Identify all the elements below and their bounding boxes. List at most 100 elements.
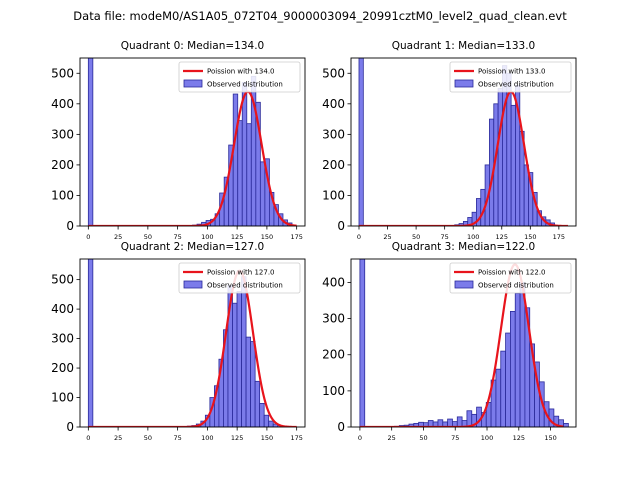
x-tick-label: 150: [524, 233, 536, 241]
histogram-bar: [232, 302, 238, 427]
histogram-bar: [241, 82, 248, 226]
y-tick-label: 300: [322, 127, 345, 141]
x-tick-label: 50: [144, 434, 152, 442]
legend-box: [178, 61, 301, 93]
y-tick-label: 0: [66, 420, 74, 434]
poisson-curve: [358, 90, 569, 226]
x-tick-label: 125: [513, 434, 525, 442]
histogram-bar: [358, 58, 364, 226]
legend-box: [449, 262, 572, 294]
x-tick-label: 25: [114, 434, 122, 442]
histogram-bar: [232, 93, 239, 226]
x-tick-label: 75: [451, 434, 459, 442]
y-tick-label: 500: [51, 273, 74, 287]
x-tick-label: 125: [231, 434, 243, 442]
histogram-bar: [87, 259, 94, 427]
histogram-bar: [519, 282, 526, 427]
chart-title: Quadrant 2: Median=127.0: [121, 241, 264, 253]
histogram-bar: [87, 58, 94, 226]
histogram-bar: [456, 416, 463, 427]
chart-panels: Quadrant 0: Median=134.0 0 25 50 75 100 125 150…: [51, 40, 577, 442]
chart-panel-0: Quadrant 0: Median=134.0 0 25 50 75 100 125 150…: [51, 40, 306, 241]
y-tick-label: 0: [337, 420, 345, 434]
histogram-bar: [268, 420, 274, 427]
y-tick-label: 400: [51, 97, 74, 111]
chart-title: Quadrant 3: Median=122.0: [392, 241, 535, 253]
x-tick-label: 0: [357, 233, 361, 241]
x-tick-label: 25: [388, 434, 396, 442]
axes-frame: [350, 57, 577, 227]
histogram-bar: [237, 120, 243, 226]
y-tick-label: 100: [51, 188, 74, 202]
legend-label-bars: Observed distribution: [207, 81, 283, 89]
legend: Poission with 127.0 Observed distribution: [178, 262, 301, 294]
y-tick-label: 200: [51, 361, 74, 375]
histogram-bar: [510, 104, 516, 226]
histogram-bar: [246, 123, 252, 226]
x-tick-label: 175: [553, 233, 565, 241]
x-tick-label: 175: [290, 434, 302, 442]
histogram-bar: [523, 164, 529, 226]
x-tick-label: 150: [261, 434, 273, 442]
figure-suptitle: Data file: modeM0/AS1A05_072T04_90000030…: [73, 9, 567, 23]
y-tick-label: 300: [51, 332, 74, 346]
x-tick-label: 100: [467, 233, 479, 241]
chart-panel-3: Quadrant 3: Median=122.0 0 25 50 75 100 125 150…: [322, 241, 577, 442]
x-tick-label: 125: [231, 233, 243, 241]
legend-label-curve: Poission with 122.0: [478, 269, 546, 277]
y-tick-label: 400: [51, 302, 74, 316]
x-tick-label: 100: [201, 233, 213, 241]
y-tick-label: 400: [322, 275, 345, 289]
x-tick-label: 75: [173, 434, 181, 442]
histogram-bar: [466, 410, 473, 427]
histogram-bar: [563, 422, 569, 427]
histogram-bar: [447, 418, 453, 427]
x-tick-label: 150: [544, 434, 556, 442]
histogram-bar: [241, 276, 247, 427]
chart-panel-1: Quadrant 1: Median=133.0 0 25 50 75 100 125 150…: [322, 40, 577, 241]
y-tick-label: 0: [337, 219, 345, 233]
chart-title: Quadrant 0: Median=134.0: [121, 40, 264, 52]
histogram-bar: [500, 350, 506, 427]
x-tick-label: 0: [86, 434, 90, 442]
chart-title: Quadrant 1: Median=133.0: [392, 40, 535, 52]
x-tick-label: 75: [173, 233, 181, 241]
x-tick-label: 25: [383, 233, 391, 241]
legend-label-curve: Poission with 133.0: [478, 68, 546, 76]
x-tick-label: 100: [201, 434, 213, 442]
histogram-bar: [359, 259, 366, 427]
y-tick-label: 200: [322, 348, 345, 362]
poisson-curve: [88, 269, 297, 427]
y-tick-label: 400: [322, 97, 345, 111]
histogram-bar: [259, 161, 266, 226]
y-tick-label: 100: [51, 391, 74, 405]
x-tick-label: 0: [358, 434, 362, 442]
histogram-bar: [250, 341, 256, 427]
legend-label-bars: Observed distribution: [207, 282, 283, 290]
x-tick-label: 75: [441, 233, 449, 241]
y-tick-label: 500: [51, 66, 74, 80]
legend-box: [178, 262, 301, 294]
legend-label-bars: Observed distribution: [478, 81, 554, 89]
histogram-bar: [514, 292, 521, 427]
legend: Poission with 134.0 Observed distribution: [178, 61, 301, 93]
legend: Poission with 133.0 Observed distribution: [449, 61, 572, 93]
y-tick-label: 300: [51, 127, 74, 141]
x-tick-label: 150: [261, 233, 273, 241]
x-tick-label: 50: [144, 233, 152, 241]
histogram-bar: [254, 380, 261, 427]
legend-box: [449, 61, 572, 93]
legend: Poission with 122.0 Observed distribution: [449, 262, 572, 294]
x-tick-label: 100: [481, 434, 493, 442]
legend-bar-swatch: [454, 79, 474, 88]
legend-label-curve: Poission with 127.0: [207, 269, 275, 277]
x-tick-label: 50: [412, 233, 420, 241]
y-tick-label: 0: [66, 219, 74, 233]
histogram-bar: [510, 310, 516, 427]
y-tick-label: 300: [322, 312, 345, 326]
axes-frame: [350, 258, 577, 428]
x-tick-label: 125: [496, 233, 508, 241]
y-tick-label: 200: [51, 158, 74, 172]
histogram-bar: [236, 291, 242, 427]
